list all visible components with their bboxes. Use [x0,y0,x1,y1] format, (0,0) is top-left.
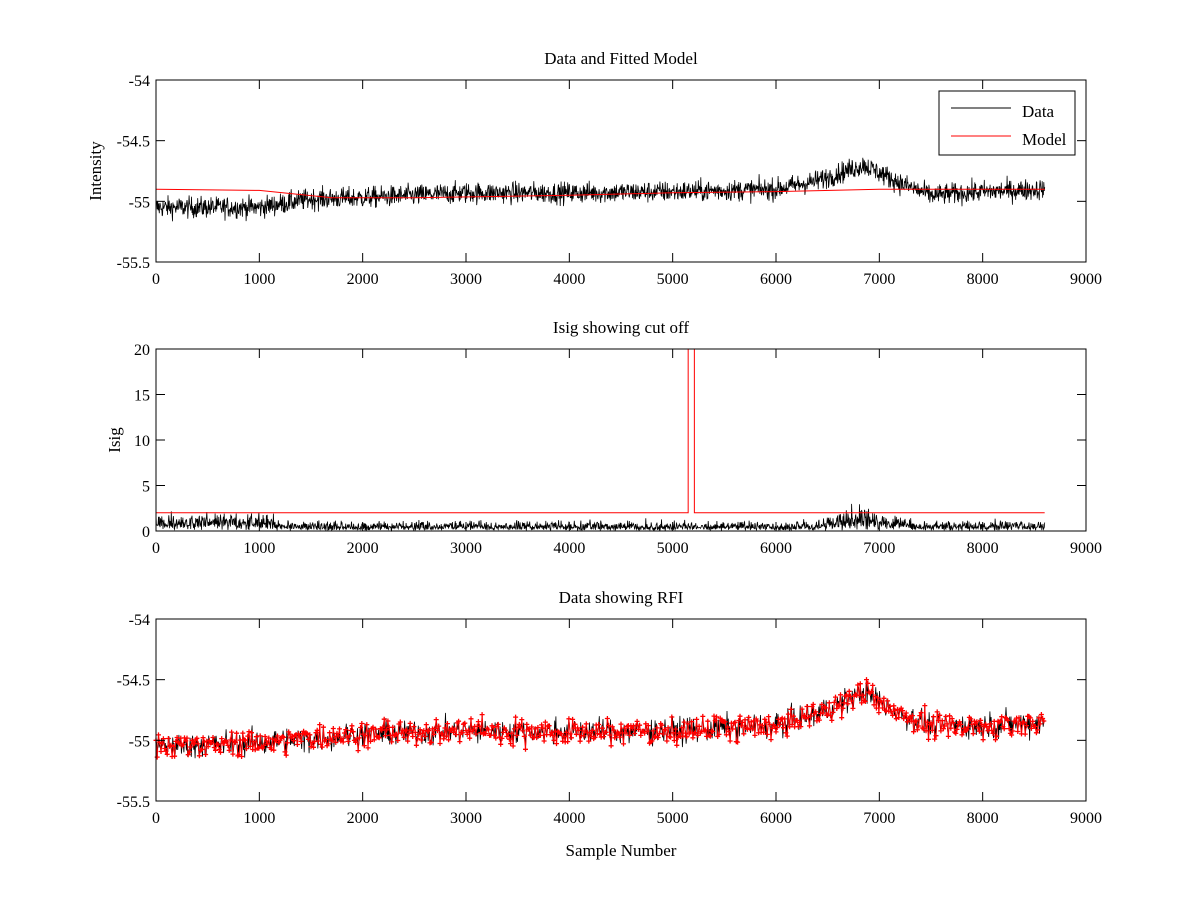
panel-1-ticks: 0 1000 2000 3000 4000 5000 6000 7000 8000 9000 -55… [117,73,1102,288]
x-tick-label: 6000 [760,810,792,827]
x-tick-label: 6000 [760,540,792,557]
x-tick-label: 2000 [347,810,379,827]
x-tick-label: 5000 [657,810,689,827]
x-tick-label: 1000 [243,271,275,288]
x-tick-label: 8000 [967,271,999,288]
y-tick-label: 15 [134,388,150,405]
x-tick-label: 3000 [450,810,482,827]
x-tick-label: 4000 [553,540,585,557]
x-tick-label: 6000 [760,271,792,288]
panel-3-title: Data showing RFI [559,588,684,607]
y-tick-label: -55.5 [117,794,150,811]
x-tick-label: 0 [152,540,160,557]
x-tick-label: 4000 [553,271,585,288]
panel-3-ticks: 0 1000 2000 3000 4000 5000 6000 7000 8000 9000 -55… [117,612,1102,827]
y-tick-label: -54.5 [117,134,150,151]
x-tick-label: 1000 [243,540,275,557]
panel-3-xlabel: Sample Number [566,841,677,860]
x-tick-label: 3000 [450,540,482,557]
x-tick-label: 5000 [657,540,689,557]
x-tick-label: 2000 [347,540,379,557]
y-tick-label: -54 [129,73,150,90]
y-tick-label: -54 [129,612,150,629]
panel-2-ylabel: Isig [105,427,124,453]
panel-data-showing-rfi: Data showing RFI 0 1000 2000 3000 4000 5000 60… [117,588,1102,860]
y-tick-label: 10 [134,433,150,450]
panel-2-title: Isig showing cut off [553,318,689,337]
x-tick-label: 9000 [1070,271,1102,288]
x-tick-label: 2000 [347,271,379,288]
x-tick-label: 7000 [863,810,895,827]
x-tick-label: 8000 [967,540,999,557]
panel-1-title: Data and Fitted Model [544,49,698,68]
panel-isig-cut-off: Isig showing cut off Isig 0 1000 2000 3000 4… [105,318,1102,557]
panel-1-series [155,157,1046,222]
series-cutoff-line [156,349,1045,514]
x-tick-label: 8000 [967,810,999,827]
x-tick-label: 3000 [450,271,482,288]
y-tick-label: -55.5 [117,255,150,272]
series-data-line [155,157,1046,222]
x-tick-label: 9000 [1070,540,1102,557]
x-tick-label: 5000 [657,271,689,288]
x-tick-label: 0 [152,810,160,827]
y-tick-label: 20 [134,342,150,359]
y-tick-label: 5 [142,479,150,496]
legend-model-label: Model [1022,130,1067,149]
x-tick-label: 0 [152,271,160,288]
panel-1-legend: Data Model [938,90,1076,156]
y-tick-label: -54.5 [117,673,150,690]
series-model-line [155,188,1045,199]
x-tick-label: 9000 [1070,810,1102,827]
y-tick-label: 0 [142,524,150,541]
x-tick-label: 7000 [863,540,895,557]
x-tick-label: 7000 [863,271,895,288]
panel-data-fitted-model: Data and Fitted Model Intensity 0 1000 200… [86,49,1102,288]
panel-2-ticks: 0 1000 2000 3000 4000 5000 6000 7000 8000 9000 0 5 1… [134,342,1102,557]
y-tick-label: -55 [129,733,150,750]
x-tick-label: 4000 [553,810,585,827]
panel-1-ylabel: Intensity [86,141,105,201]
panel-1-axes-box [155,79,1087,263]
panel-3-axes-box [155,618,1087,802]
x-tick-label: 1000 [243,810,275,827]
legend-data-label: Data [1022,102,1055,121]
legend-box [938,90,1076,156]
y-tick-label: -55 [129,194,150,211]
